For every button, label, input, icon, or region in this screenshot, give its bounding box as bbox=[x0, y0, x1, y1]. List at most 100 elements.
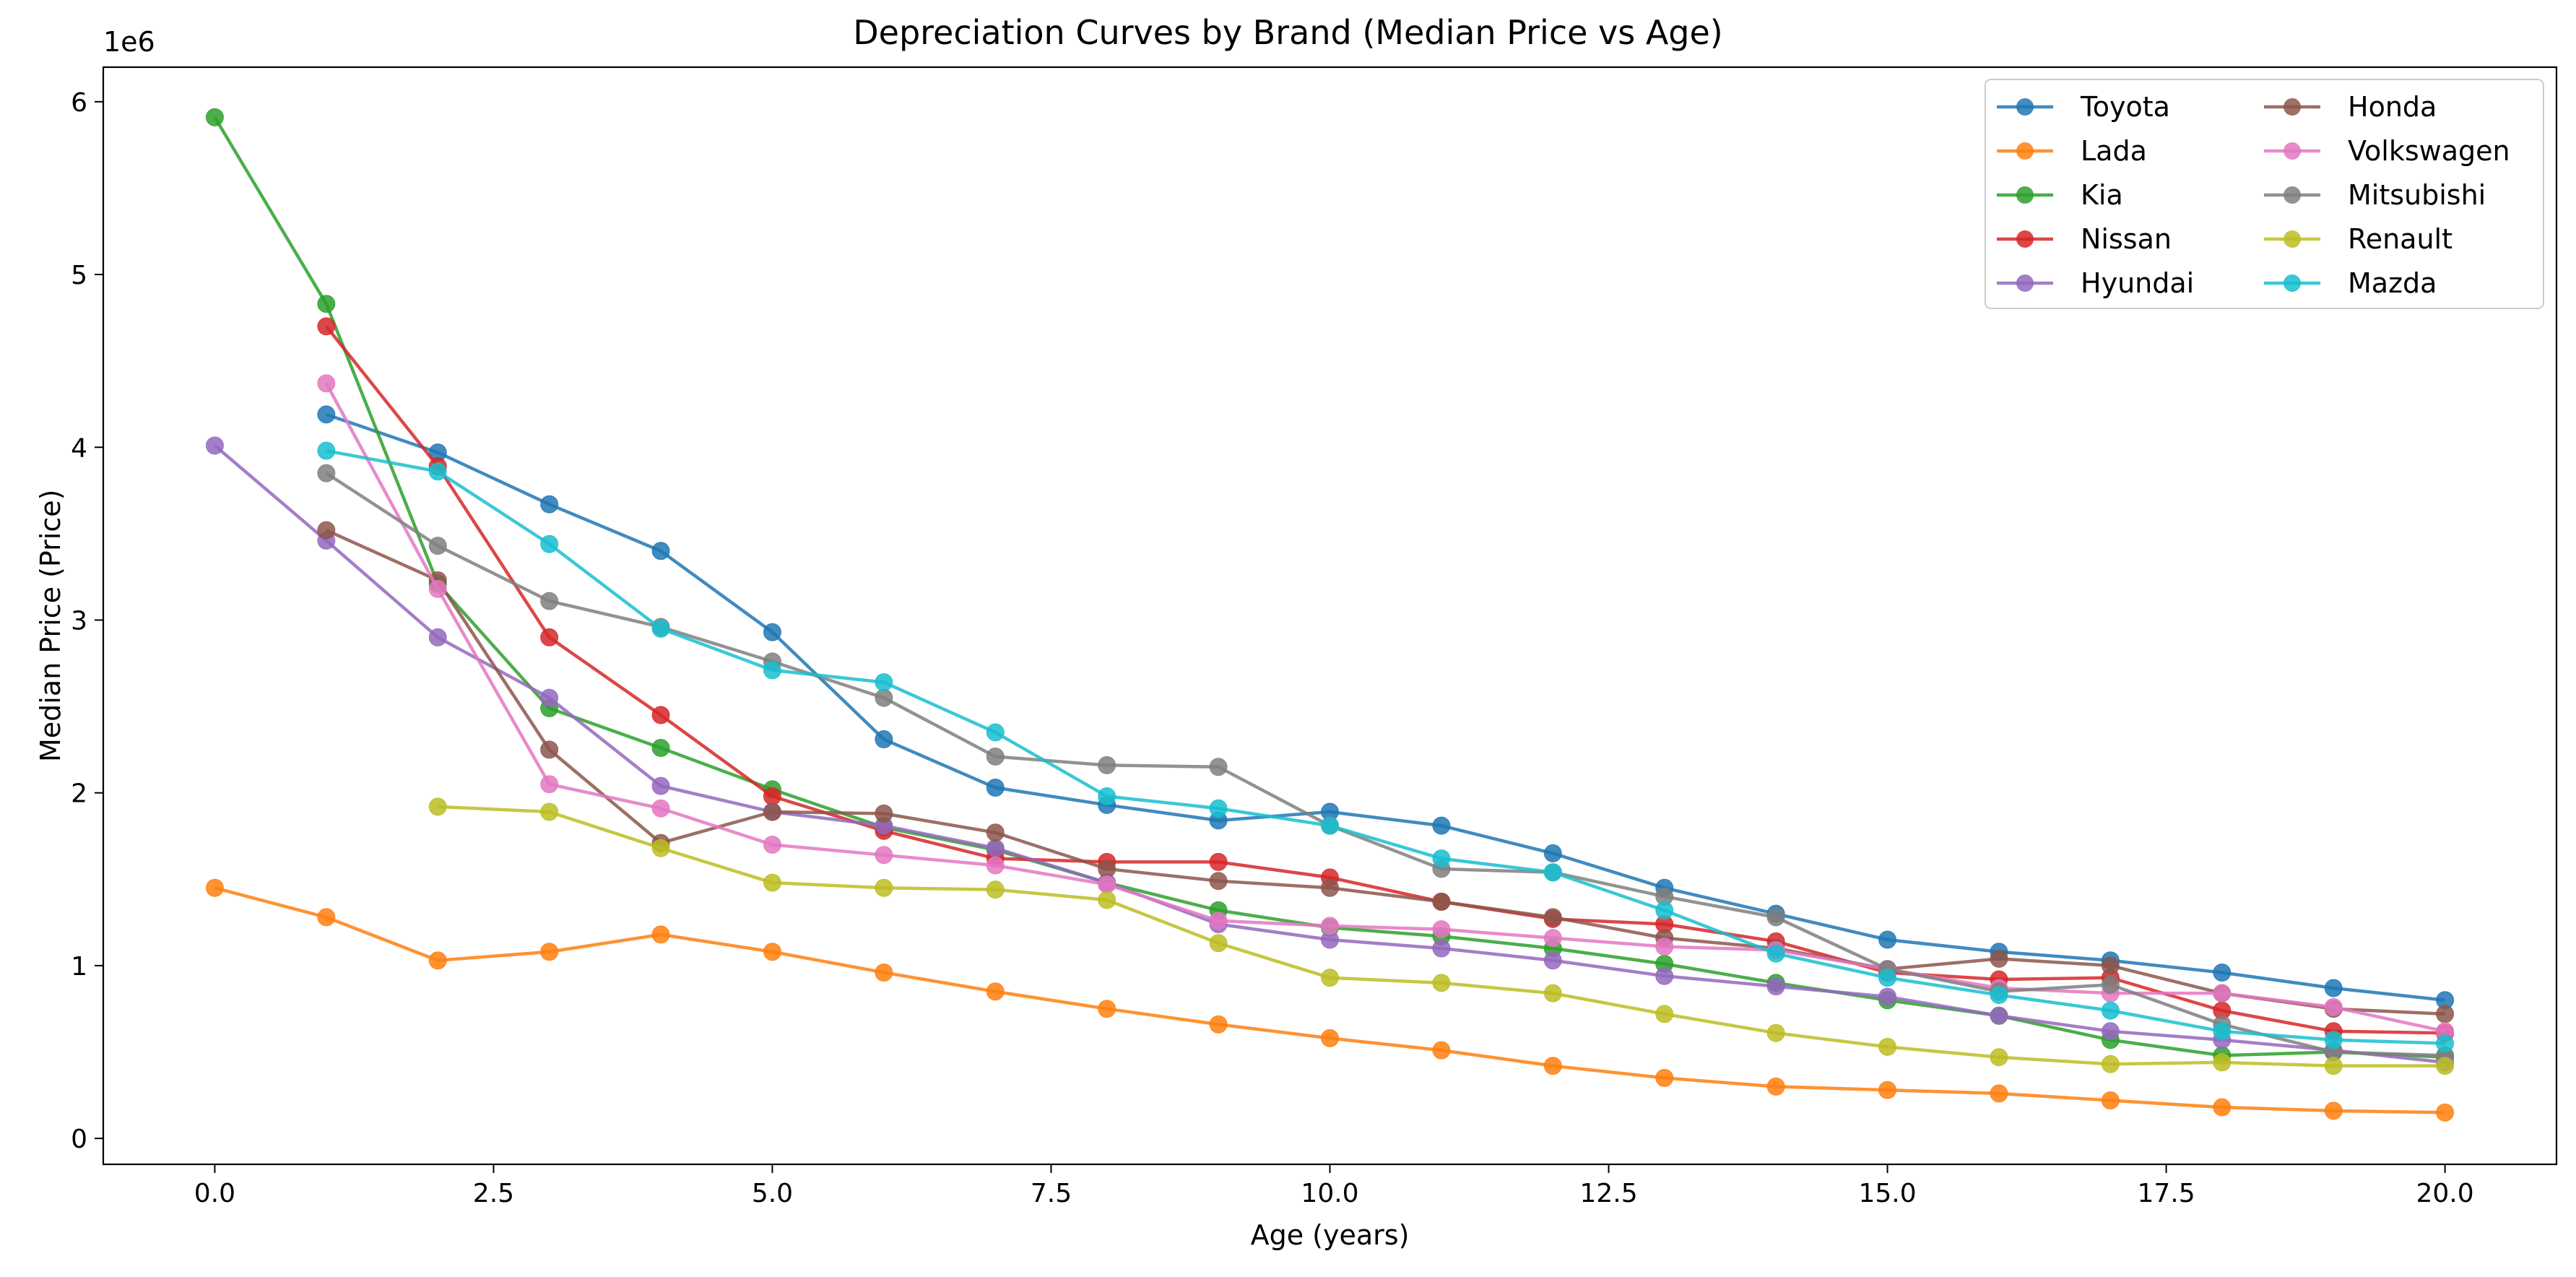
data-point-mitsubishi bbox=[2101, 975, 2120, 994]
data-point-lada bbox=[875, 963, 893, 982]
data-point-renault bbox=[1990, 1048, 2008, 1067]
data-point-renault bbox=[1321, 969, 1339, 987]
data-point-mitsubishi bbox=[1766, 908, 1785, 927]
data-point-nissan bbox=[540, 628, 559, 646]
data-point-lada bbox=[1432, 1041, 1451, 1060]
data-point-mazda bbox=[1878, 969, 1897, 987]
data-point-volkswagen bbox=[1321, 917, 1339, 935]
data-point-lada bbox=[540, 943, 559, 961]
data-point-hyundai bbox=[428, 628, 447, 646]
data-point-mazda bbox=[1432, 849, 1451, 868]
y-axis-offset-label: 1e6 bbox=[103, 26, 155, 58]
series-toyota bbox=[317, 405, 2455, 1010]
y-tick-label: 0 bbox=[71, 1125, 87, 1154]
data-point-lada bbox=[2324, 1101, 2343, 1120]
legend-marker bbox=[2284, 274, 2301, 292]
data-point-lada bbox=[1990, 1084, 2008, 1103]
data-point-honda bbox=[986, 823, 1005, 842]
data-point-mazda bbox=[1990, 986, 2008, 1005]
data-point-lada bbox=[986, 982, 1005, 1001]
data-point-toyota bbox=[986, 779, 1005, 797]
legend-label: Mazda bbox=[2348, 267, 2437, 299]
data-point-lada bbox=[1543, 1057, 1562, 1075]
legend-label: Honda bbox=[2348, 91, 2437, 123]
data-point-renault bbox=[1766, 1023, 1785, 1042]
data-point-mazda bbox=[428, 462, 447, 481]
data-point-renault bbox=[2213, 1053, 2232, 1072]
series-line-toyota bbox=[326, 412, 2445, 1002]
y-tick-label: 5 bbox=[71, 261, 87, 290]
data-point-lada bbox=[428, 951, 447, 970]
data-point-mazda bbox=[1209, 799, 1228, 818]
data-point-hyundai bbox=[986, 839, 1005, 857]
x-tick-label: 10.0 bbox=[1301, 1179, 1358, 1208]
data-point-renault bbox=[1878, 1037, 1897, 1056]
data-point-hyundai bbox=[2101, 1022, 2120, 1041]
data-point-mazda bbox=[2436, 1034, 2455, 1053]
data-point-hyundai bbox=[540, 688, 559, 707]
data-point-toyota bbox=[763, 623, 781, 641]
data-point-toyota bbox=[1432, 816, 1451, 835]
data-point-honda bbox=[317, 521, 336, 540]
legend-item-honda: Honda bbox=[2264, 91, 2437, 123]
data-point-renault bbox=[1543, 984, 1562, 1003]
data-point-volkswagen bbox=[651, 799, 670, 818]
data-point-honda bbox=[763, 802, 781, 821]
data-point-mazda bbox=[651, 619, 670, 638]
legend-item-mazda: Mazda bbox=[2264, 267, 2437, 299]
x-tick-label: 7.5 bbox=[1031, 1179, 1072, 1208]
series-line-honda bbox=[325, 529, 2445, 1016]
data-point-renault bbox=[428, 797, 447, 816]
data-point-volkswagen bbox=[986, 856, 1005, 875]
legend-marker bbox=[2016, 274, 2034, 292]
data-point-lada bbox=[2213, 1098, 2232, 1117]
data-point-hyundai bbox=[1990, 1006, 2008, 1025]
data-point-volkswagen bbox=[1655, 938, 1674, 956]
x-tick-label: 5.0 bbox=[752, 1179, 793, 1208]
data-point-volkswagen bbox=[2213, 984, 2232, 1003]
legend-item-hyundai: Hyundai bbox=[1997, 267, 2194, 299]
data-point-honda bbox=[1543, 908, 1562, 927]
legend-marker bbox=[2016, 98, 2034, 116]
data-point-mazda bbox=[1543, 863, 1562, 882]
legend-label: Volkswagen bbox=[2348, 135, 2510, 167]
data-point-lada bbox=[1098, 1000, 1116, 1018]
legend-item-kia: Kia bbox=[1997, 179, 2123, 211]
legend-label: Toyota bbox=[2080, 91, 2170, 123]
data-point-renault bbox=[875, 878, 893, 897]
x-axis-label: Age (years) bbox=[1250, 1219, 1410, 1251]
data-point-mazda bbox=[1098, 787, 1116, 805]
data-point-lada bbox=[1655, 1068, 1674, 1087]
data-point-kia bbox=[205, 108, 224, 126]
data-point-lada bbox=[317, 908, 336, 927]
data-point-nissan bbox=[1209, 852, 1228, 871]
data-point-volkswagen bbox=[428, 579, 447, 598]
data-point-mitsubishi bbox=[317, 464, 336, 482]
data-point-volkswagen bbox=[763, 835, 781, 854]
data-point-renault bbox=[2101, 1055, 2120, 1073]
data-point-mitsubishi bbox=[540, 592, 559, 610]
data-point-lada bbox=[651, 925, 670, 944]
data-point-nissan bbox=[317, 317, 336, 336]
data-point-mitsubishi bbox=[1098, 756, 1116, 774]
chart-title: Depreciation Curves by Brand (Median Pri… bbox=[853, 13, 1723, 52]
data-point-nissan bbox=[763, 787, 781, 805]
legend: Toyota Lada Kia Nissan Hyundai Honda Volkswage… bbox=[1985, 79, 2544, 309]
data-point-honda bbox=[540, 740, 559, 759]
series-line-volkswagen bbox=[324, 382, 2446, 1034]
data-point-volkswagen bbox=[875, 846, 893, 865]
data-point-lada bbox=[2436, 1103, 2455, 1122]
series-line-mitsubishi bbox=[325, 472, 2445, 1057]
data-point-honda bbox=[1209, 872, 1228, 891]
data-point-volkswagen bbox=[540, 775, 559, 794]
data-point-toyota bbox=[651, 542, 670, 560]
data-point-mazda bbox=[875, 673, 893, 692]
data-point-kia bbox=[651, 738, 670, 757]
data-point-hyundai bbox=[1432, 939, 1451, 958]
data-point-mitsubishi bbox=[1209, 758, 1228, 776]
legend-label: Hyundai bbox=[2081, 267, 2194, 299]
legend-label: Kia bbox=[2081, 179, 2123, 211]
legend-marker bbox=[2016, 230, 2034, 248]
data-point-mazda bbox=[1766, 944, 1785, 963]
data-point-lada bbox=[763, 943, 781, 961]
